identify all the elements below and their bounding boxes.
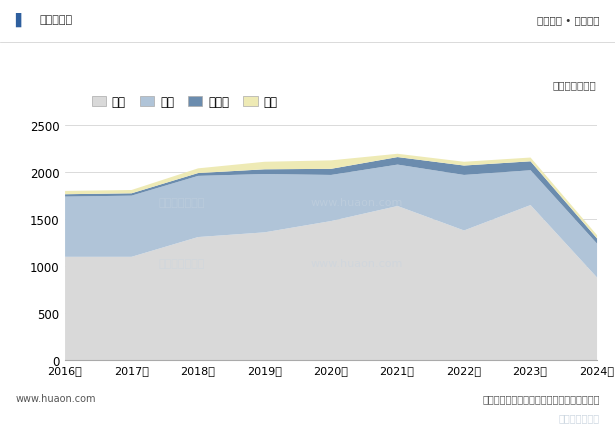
Text: 单位：亿千瓦时: 单位：亿千瓦时	[553, 80, 597, 90]
Text: 2016-2024年1-7月贵州省各发电类型发电量: 2016-2024年1-7月贵州省各发电类型发电量	[162, 62, 453, 81]
Text: www.huaon.com: www.huaon.com	[311, 198, 403, 208]
Text: 专业严谨 • 客观科学: 专业严谨 • 客观科学	[537, 15, 600, 25]
Text: 华经情报网: 华经情报网	[40, 15, 73, 25]
Text: 华经产业研究院: 华经产业研究院	[159, 198, 205, 208]
Legend: 火力, 水力, 太阳能, 风力: 火力, 水力, 太阳能, 风力	[92, 96, 277, 109]
Text: 华经产业研究院: 华经产业研究院	[558, 412, 600, 423]
Text: www.huaon.com: www.huaon.com	[311, 259, 403, 269]
Text: ▌: ▌	[15, 13, 26, 27]
Text: www.huaon.com: www.huaon.com	[15, 393, 96, 403]
Text: 数据来源：国家统计局、华经产业研究院整理: 数据来源：国家统计局、华经产业研究院整理	[482, 393, 600, 403]
Text: 华经产业研究院: 华经产业研究院	[159, 259, 205, 269]
